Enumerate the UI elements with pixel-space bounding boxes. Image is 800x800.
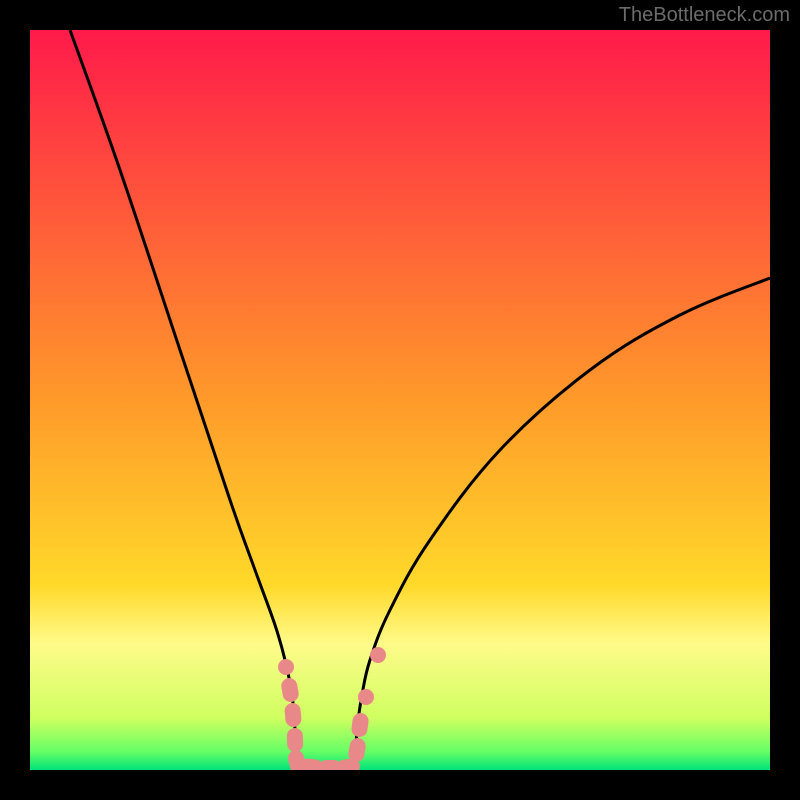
marker-dot (370, 647, 386, 663)
curve-right (355, 278, 770, 770)
marker-dot (278, 659, 294, 675)
chart-svg (30, 30, 770, 770)
marker-segment (287, 728, 304, 753)
marker-segment (284, 702, 302, 727)
watermark-text: TheBottleneck.com (619, 4, 790, 27)
curve-left (70, 30, 296, 770)
chart-plot-area (30, 30, 770, 770)
marker-segment (350, 712, 369, 738)
marker-segment (280, 677, 300, 703)
marker-dot (358, 689, 374, 705)
